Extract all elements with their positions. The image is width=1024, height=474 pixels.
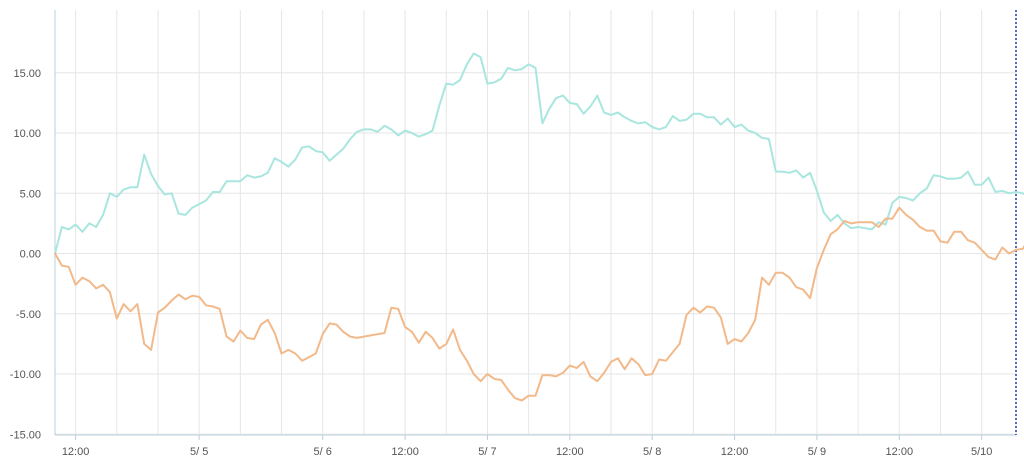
x-tick-label: 5/ 7 <box>478 446 496 458</box>
x-tick-label: 5/ 8 <box>643 446 661 458</box>
grid <box>54 10 1017 435</box>
x-tick-label: 5/ 6 <box>314 446 332 458</box>
x-tick-label: 12:00 <box>62 446 90 458</box>
y-tick-label: 10.00 <box>13 128 41 140</box>
tick-labels: 15.00 10.00 5.00 0.00 -5.00 -10.00 -15.00 12:00… <box>10 68 993 458</box>
x-tick-label: 5/ 9 <box>808 446 826 458</box>
x-tick-label: 12:00 <box>721 446 749 458</box>
x-tick-label: 5/ 5 <box>190 446 208 458</box>
series-line-teal <box>54 52 1024 255</box>
series-line-orange <box>54 206 1024 402</box>
y-tick-label: 15.00 <box>13 68 41 80</box>
x-tick-label: 12:00 <box>391 446 419 458</box>
x-tick-label: 12:00 <box>556 446 584 458</box>
y-tick-label: -10.00 <box>10 369 41 381</box>
x-tick-label: 12:00 <box>886 446 914 458</box>
x-tick-label: 5/10 <box>971 446 992 458</box>
y-tick-label: -5.00 <box>16 309 41 321</box>
y-tick-label: -15.00 <box>10 429 41 441</box>
y-tick-label: 0.00 <box>20 249 41 261</box>
y-tick-label: 5.00 <box>20 188 41 200</box>
series <box>54 52 1024 402</box>
axes <box>54 10 1017 440</box>
